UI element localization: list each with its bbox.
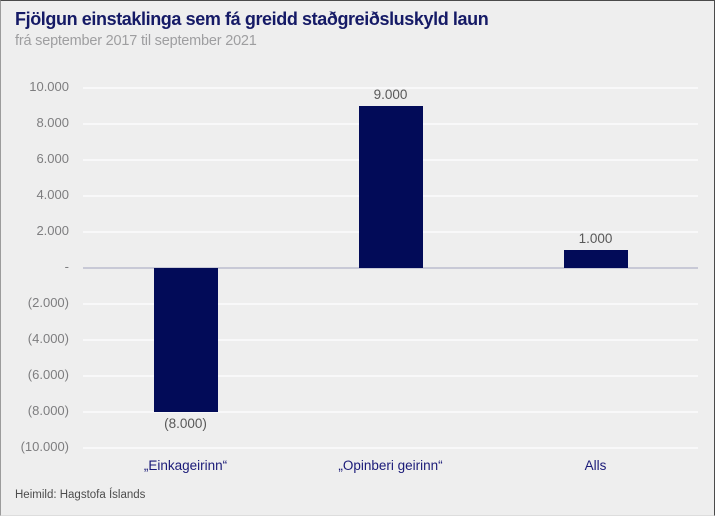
bar-value-label: 9.000	[373, 87, 408, 102]
category-label: „Einkageirinn“	[143, 458, 228, 473]
bar-value-label: 1.000	[578, 231, 613, 246]
y-tick-label: 2.000	[36, 223, 69, 238]
bar-value-label: (8.000)	[164, 416, 207, 431]
gridline	[83, 87, 698, 89]
gridline	[83, 339, 698, 341]
gridline	[83, 375, 698, 377]
y-tick-label: (4.000)	[27, 331, 69, 346]
category-label: Alls	[584, 458, 607, 473]
y-tick-label: 10.000	[29, 79, 69, 94]
gridline	[83, 411, 698, 413]
y-tick-label: 4.000	[36, 187, 69, 202]
chart-title: Fjölgun einstaklinga sem fá greidd staðg…	[15, 9, 489, 29]
y-tick-label: (8.000)	[27, 403, 69, 418]
bar-1	[153, 268, 218, 412]
category-label: „Opinberi geirinn“	[338, 458, 443, 473]
y-tick-label: (2.000)	[27, 295, 69, 310]
y-tick-label: (6.000)	[27, 367, 69, 382]
chart-subtitle: frá september 2017 til september 2021	[15, 33, 257, 49]
zero-axis-line	[83, 267, 698, 269]
y-tick-label: 8.000	[36, 115, 69, 130]
bar-2	[358, 106, 423, 268]
gridline	[83, 447, 698, 449]
source-note: Heimild: Hagstofa Íslands	[15, 489, 146, 501]
y-tick-label: 6.000	[36, 151, 69, 166]
bar-3	[563, 250, 628, 268]
y-tick-label: (10.000)	[20, 439, 69, 454]
y-tick-label: -	[64, 259, 69, 274]
gridline	[83, 303, 698, 305]
